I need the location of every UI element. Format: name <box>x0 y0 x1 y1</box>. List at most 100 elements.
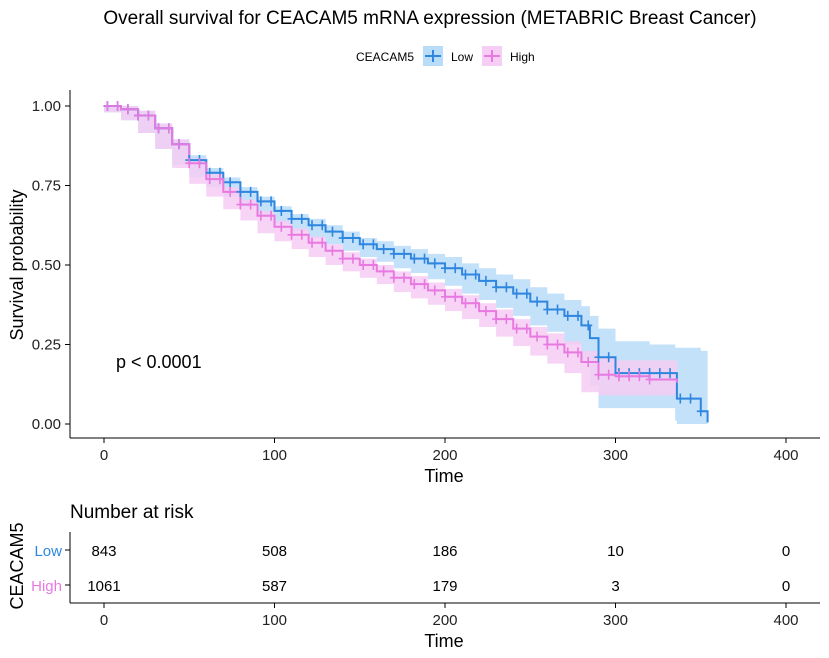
confidence-bands <box>104 106 708 424</box>
censor-mark-low <box>430 258 439 269</box>
x-tick-label: 100 <box>262 447 287 464</box>
censor-mark-low <box>328 226 337 237</box>
censor-mark-high <box>256 210 265 221</box>
censor-mark-high <box>451 291 460 302</box>
censor-mark-low <box>686 393 695 404</box>
censor-mark-high <box>441 291 449 302</box>
risk-x-axis-title: Time <box>424 631 463 651</box>
censor-mark-low <box>543 304 552 315</box>
censor-mark-high <box>123 104 132 115</box>
censor-mark-low <box>604 352 613 363</box>
censor-mark-high <box>553 339 562 350</box>
legend: CEACAM5 Low High <box>356 46 535 66</box>
censor-mark-high <box>410 279 419 290</box>
censor-mark-high <box>277 221 286 232</box>
censor-mark-high <box>389 272 398 283</box>
risk-count-high: 0 <box>782 578 790 595</box>
risk-x-tick-label: 400 <box>773 612 798 629</box>
p-value-annotation: p < 0.0001 <box>116 352 202 372</box>
censor-mark-high <box>533 331 542 342</box>
censor-mark-high <box>512 323 521 334</box>
risk-count-low: 0 <box>782 543 790 560</box>
censor-mark-high <box>625 371 634 382</box>
confidence-band-high <box>104 106 677 396</box>
confidence-band-low <box>104 106 708 424</box>
x-tick-label: 400 <box>773 447 798 464</box>
censor-mark-high <box>584 356 593 367</box>
censor-mark-high <box>369 260 378 270</box>
x-tick-label: 0 <box>100 447 108 464</box>
censor-mark-high <box>359 260 368 270</box>
censor-mark-low <box>563 310 572 321</box>
censor-mark-low <box>451 263 460 274</box>
censor-mark-low <box>400 248 409 259</box>
legend-key-low <box>423 46 443 66</box>
censor-mark-high <box>379 266 388 277</box>
censor-mark-high <box>522 323 531 334</box>
censor-mark-high <box>297 229 306 240</box>
censor-mark-high <box>164 123 173 134</box>
y-tick-label: 0.75 <box>32 178 61 195</box>
censor-mark-high <box>185 158 194 169</box>
censor-mark-high <box>113 101 122 111</box>
censor-mark-high <box>400 272 409 283</box>
x-axis-title: Time <box>424 466 463 486</box>
censor-mark-low <box>573 310 582 321</box>
censor-mark-low <box>594 352 603 363</box>
censor-mark-low <box>502 282 511 293</box>
censor-mark-low <box>481 275 490 286</box>
censor-mark-low <box>277 205 286 216</box>
risk-x-tick-label: 100 <box>262 612 287 629</box>
censor-mark-high <box>492 314 501 325</box>
censor-mark-high <box>502 314 511 325</box>
censor-mark-high <box>471 298 480 309</box>
censor-mark-high <box>134 110 143 121</box>
censor-mark-high <box>308 237 317 248</box>
y-tick-label: 0.50 <box>32 257 61 274</box>
risk-row-label-high: High <box>31 578 62 595</box>
censor-mark-low <box>676 393 685 404</box>
risk-count-low: 186 <box>432 543 457 560</box>
censor-mark-low <box>338 232 347 243</box>
censor-mark-high <box>563 347 572 358</box>
censor-mark-high <box>154 123 163 134</box>
censor-mark-high <box>604 369 613 380</box>
censor-mark-low <box>348 232 357 243</box>
risk-x-tick-label: 200 <box>432 612 457 629</box>
censor-mark-low <box>655 368 664 379</box>
risk-count-high: 3 <box>611 578 619 595</box>
censor-mark-high <box>215 174 224 185</box>
censor-mark-high <box>543 339 552 350</box>
censor-mark-high <box>614 371 623 382</box>
risk-count-high: 1061 <box>87 578 120 595</box>
censor-mark-low <box>287 213 296 224</box>
censor-mark-low <box>441 263 449 274</box>
censor-mark-low <box>226 177 235 188</box>
censor-mark-low <box>246 186 255 197</box>
y-tick-label: 0.00 <box>32 416 61 433</box>
risk-table-y-title: CEACAM5 <box>7 522 27 609</box>
censor-mark-high <box>267 210 276 221</box>
censor-mark-high <box>103 101 112 111</box>
censor-mark-low <box>666 368 675 379</box>
censor-mark-low <box>318 220 327 231</box>
risk-count-high: 179 <box>432 578 457 595</box>
censor-mark-high <box>420 279 429 290</box>
y-tick-label: 0.25 <box>32 337 61 354</box>
risk-count-low: 843 <box>91 543 116 560</box>
y-axis-title: Survival probability <box>7 189 27 340</box>
censor-mark-high <box>338 253 347 264</box>
censor-mark-high <box>195 158 204 169</box>
censor-mark-high <box>175 139 184 150</box>
censor-mark-low <box>410 253 419 264</box>
censor-mark-high <box>481 306 490 317</box>
x-axis-ticks: 0 100 200 300 400 <box>100 438 799 464</box>
censor-mark-high <box>461 298 470 309</box>
censor-mark-low <box>553 304 562 315</box>
censor-mark-low <box>696 406 705 417</box>
y-tick-label: 1.00 <box>32 98 61 115</box>
risk-count-low: 508 <box>262 543 287 560</box>
risk-x-tick-label: 300 <box>603 612 628 629</box>
censor-mark-low <box>512 288 521 299</box>
